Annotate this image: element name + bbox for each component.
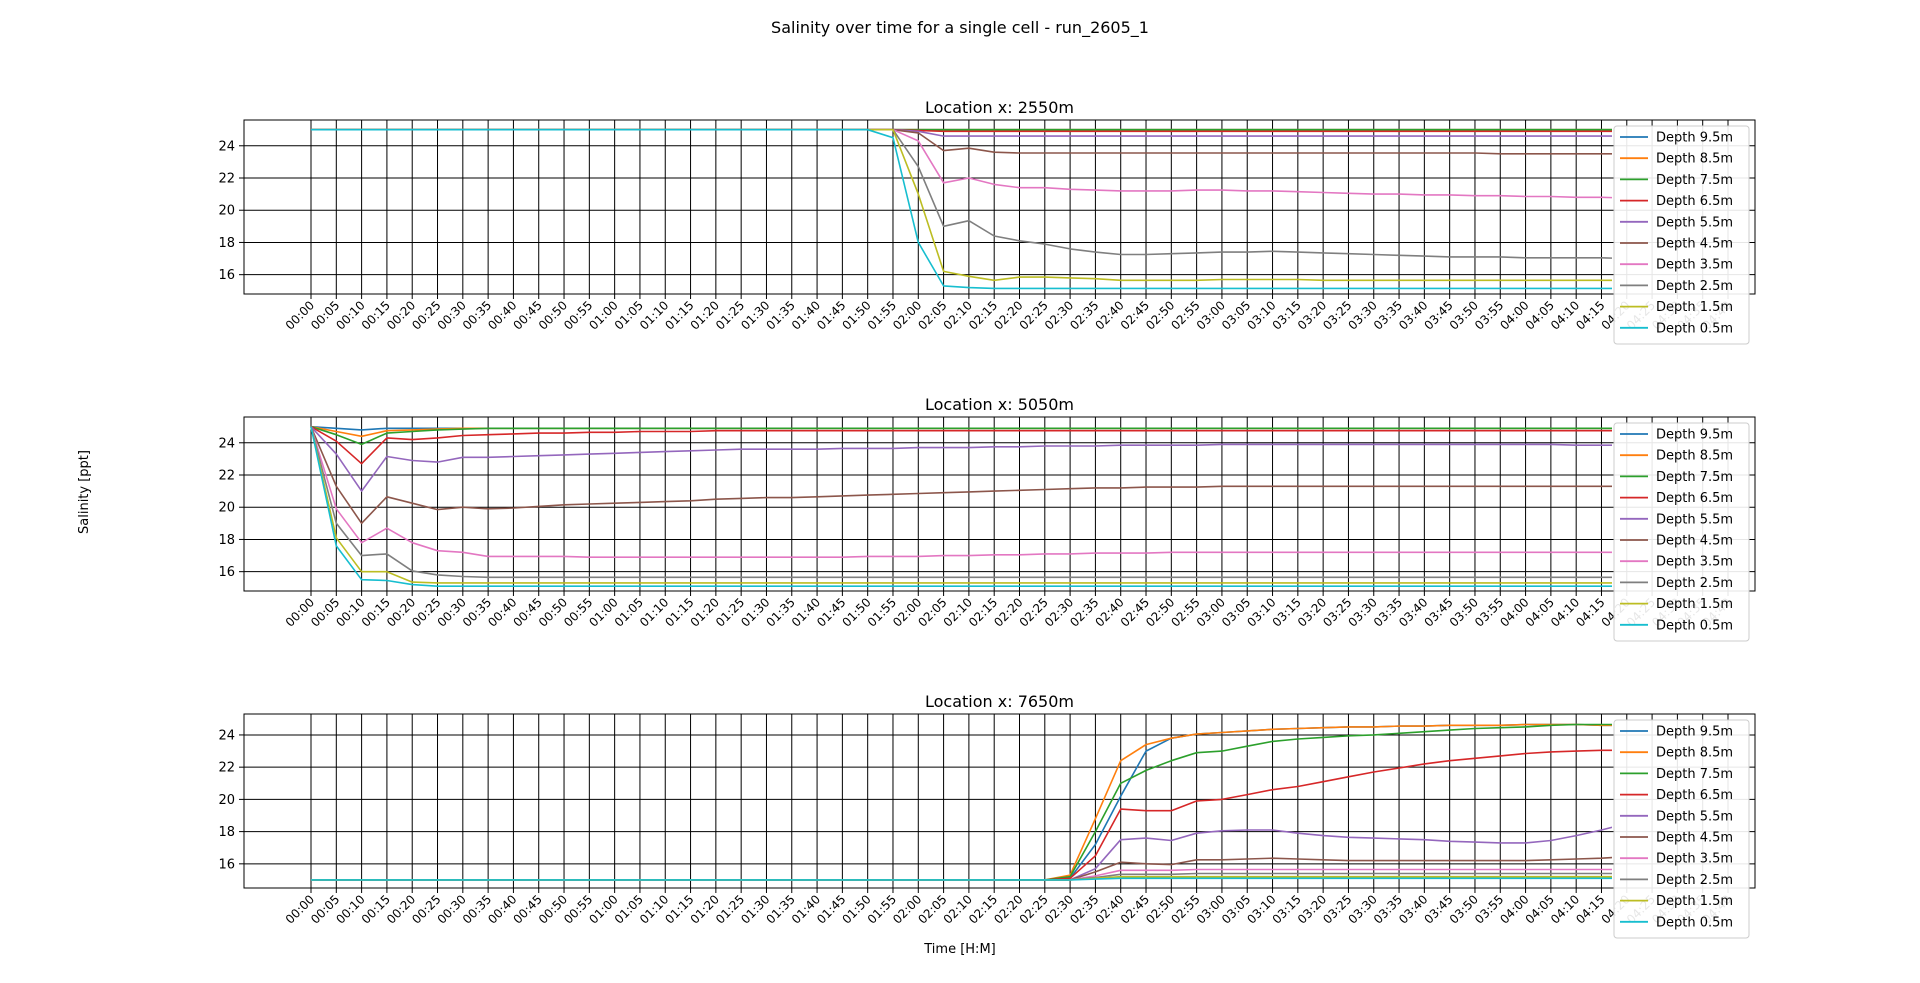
series-group xyxy=(311,128,1612,290)
series-line-depth-6-5m xyxy=(310,426,1612,465)
series-group xyxy=(311,723,1612,881)
y-tick-label: 22 xyxy=(218,172,235,187)
y-tick-label: 22 xyxy=(218,469,235,484)
legend-label: Depth 4.5m xyxy=(1656,534,1733,549)
legend-label: Depth 3.5m xyxy=(1656,852,1733,867)
y-tick-label: 20 xyxy=(218,204,235,219)
legend-label: Depth 7.5m xyxy=(1656,767,1733,782)
legend-box xyxy=(1613,719,1750,939)
figure-ylabel: Salinity [ppt] xyxy=(77,450,92,534)
legend-box xyxy=(1613,125,1750,345)
legend-label: Depth 8.5m xyxy=(1656,449,1733,464)
legend: Depth 9.5m Depth 8.5m Depth 7.5m Depth 6.5m… xyxy=(1613,422,1750,642)
legend-label: Depth 9.5m xyxy=(1656,131,1733,146)
legend: Depth 9.5m Depth 8.5m Depth 7.5m Depth 6.5m… xyxy=(1613,719,1750,939)
y-tick-label: 18 xyxy=(218,236,235,251)
legend-label: Depth 1.5m xyxy=(1656,894,1733,909)
series-line-depth-1-5m xyxy=(310,426,1612,584)
subplot-title: Location x: 2550m xyxy=(925,98,1074,117)
series-line-depth-2-5m xyxy=(310,426,1612,579)
subplots: Location x: 2550m00:0000:0500:1000:1500:… xyxy=(218,98,1756,939)
legend: Depth 9.5m Depth 8.5m Depth 7.5m Depth 6.5m… xyxy=(1613,125,1750,345)
legend-label: Depth 4.5m xyxy=(1656,831,1733,846)
subplot-3: Location x: 7650m00:0000:0500:1000:1500:… xyxy=(218,692,1756,939)
series-group xyxy=(310,425,1612,588)
series-line-depth-3-5m xyxy=(310,426,1612,559)
legend-label: Depth 2.5m xyxy=(1656,873,1733,888)
axes-frame xyxy=(243,713,1756,889)
series-line-depth-7-5m xyxy=(310,425,1612,446)
subplot-2: Location x: 5050m00:0000:0500:1000:1500:… xyxy=(218,395,1756,642)
subplot-1: Location x: 2550m00:0000:0500:1000:1500:… xyxy=(218,98,1756,345)
y-tick-label: 20 xyxy=(218,793,235,808)
figure-suptitle: Salinity over time for a single cell - r… xyxy=(771,18,1149,38)
subplot-title: Location x: 7650m xyxy=(925,692,1074,711)
y-tick-label: 16 xyxy=(218,565,235,580)
legend-label: Depth 3.5m xyxy=(1656,258,1733,273)
legend-label: Depth 0.5m xyxy=(1656,321,1733,336)
series-line-depth-0-5m xyxy=(310,426,1612,588)
legend-label: Depth 9.5m xyxy=(1656,725,1733,740)
legend-label: Depth 7.5m xyxy=(1656,173,1733,188)
legend-label: Depth 9.5m xyxy=(1656,428,1733,443)
y-tick-label: 16 xyxy=(218,268,235,283)
figure-xlabel: Time [H:M] xyxy=(923,942,995,957)
legend-label: Depth 1.5m xyxy=(1656,300,1733,315)
legend-label: Depth 5.5m xyxy=(1656,809,1733,824)
y-tick-label: 24 xyxy=(218,139,235,154)
y-tick-label: 20 xyxy=(218,501,235,516)
legend-label: Depth 4.5m xyxy=(1656,237,1733,252)
series-line-depth-0-5m xyxy=(311,877,1612,881)
legend-label: Depth 0.5m xyxy=(1656,618,1733,633)
legend-label: Depth 5.5m xyxy=(1656,512,1733,527)
series-line-depth-0-5m xyxy=(311,128,1612,290)
legend-label: Depth 8.5m xyxy=(1656,746,1733,761)
legend-label: Depth 5.5m xyxy=(1656,215,1733,230)
y-tick-label: 18 xyxy=(218,533,235,548)
legend-label: Depth 3.5m xyxy=(1656,555,1733,570)
legend-box xyxy=(1613,422,1750,642)
legend-label: Depth 1.5m xyxy=(1656,597,1733,612)
legend-label: Depth 6.5m xyxy=(1656,788,1733,803)
axes-frame xyxy=(243,416,1756,592)
legend-label: Depth 2.5m xyxy=(1656,279,1733,294)
legend-label: Depth 2.5m xyxy=(1656,576,1733,591)
y-tick-label: 18 xyxy=(218,825,235,840)
legend-label: Depth 7.5m xyxy=(1656,470,1733,485)
y-tick-label: 24 xyxy=(218,436,235,451)
subplot-title: Location x: 5050m xyxy=(925,395,1074,414)
y-tick-label: 16 xyxy=(218,857,235,872)
series-line-depth-5-5m xyxy=(310,426,1612,492)
y-tick-label: 24 xyxy=(218,728,235,743)
axes-frame xyxy=(243,119,1756,295)
legend-label: Depth 6.5m xyxy=(1656,491,1733,506)
legend-label: Depth 8.5m xyxy=(1656,152,1733,167)
legend-label: Depth 6.5m xyxy=(1656,194,1733,209)
y-tick-label: 22 xyxy=(218,761,235,776)
legend-label: Depth 0.5m xyxy=(1656,915,1733,930)
series-line-depth-4-5m xyxy=(310,426,1612,525)
